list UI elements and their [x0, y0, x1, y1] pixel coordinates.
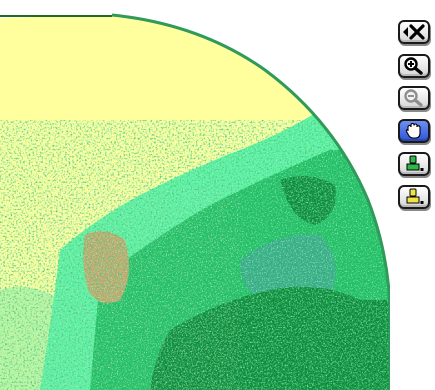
green-brush-icon [406, 155, 424, 171]
zoom-in-button[interactable] [398, 54, 430, 78]
globe-rim [111, 13, 390, 390]
zoom-out-icon [404, 89, 423, 107]
back-x-icon [403, 24, 425, 40]
yellow-brush-icon [406, 188, 424, 204]
soil-texture [40, 190, 240, 390]
hand-icon [405, 122, 421, 139]
green-brush-button[interactable] [398, 152, 430, 176]
zoom-in-icon [404, 57, 423, 75]
reset-view-button[interactable] [398, 20, 430, 44]
globe-map-viewport[interactable] [0, 0, 390, 390]
yellow-brush-button[interactable] [398, 185, 430, 209]
globe-map [0, 13, 390, 390]
pan-button[interactable] [398, 119, 430, 143]
zoom-out-button[interactable] [398, 86, 430, 110]
